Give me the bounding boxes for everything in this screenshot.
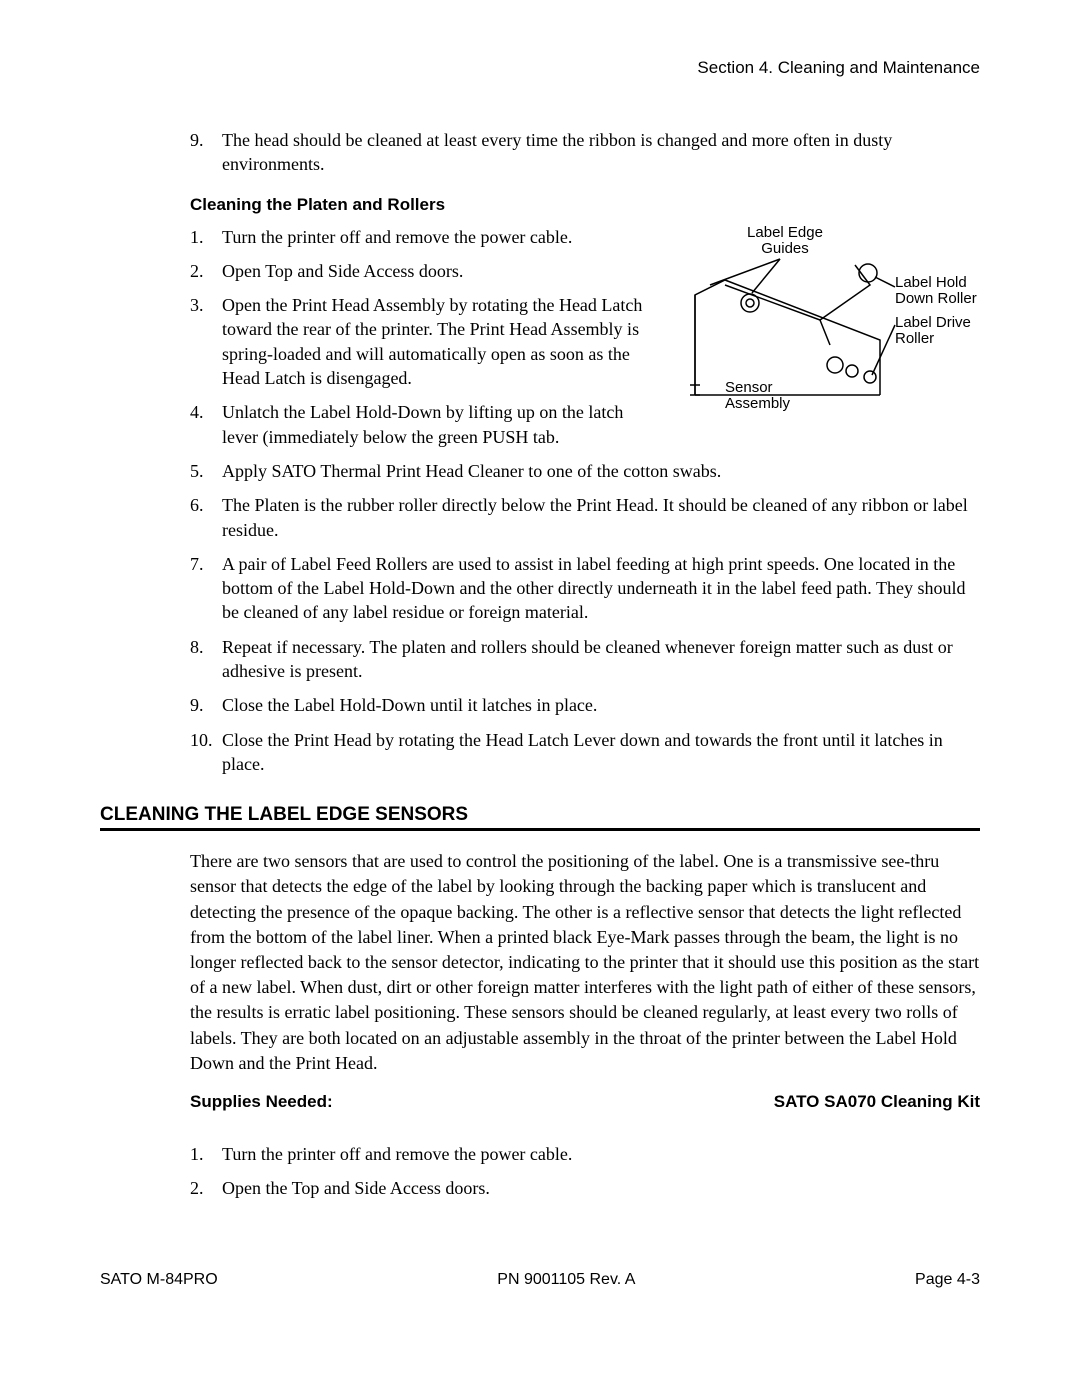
item-text: Turn the printer off and remove the powe… (222, 1142, 980, 1166)
item-number: 6. (190, 493, 222, 542)
sensors-body: There are two sensors that are used to c… (190, 849, 980, 1200)
left-column: 1. Turn the printer off and remove the p… (190, 225, 660, 459)
item-number: 7. (190, 552, 222, 625)
footer-right: Page 4-3 (915, 1271, 980, 1289)
top-numbered-list: 9. The head should be cleaned at least e… (190, 128, 980, 776)
page-footer: SATO M-84PRO PN 9001105 Rev. A Page 4-3 (100, 1271, 980, 1289)
item-text: Repeat if necessary. The platen and roll… (222, 635, 980, 684)
item-number: 9. (190, 128, 222, 177)
item-text: A pair of Label Feed Rollers are used to… (222, 552, 980, 625)
item-text: Open the Print Head Assembly by rotating… (222, 293, 660, 390)
item-number: 5. (190, 459, 222, 483)
list-item: 7. A pair of Label Feed Rollers are used… (190, 552, 980, 625)
item-text: Close the Label Hold-Down until it latch… (222, 693, 980, 717)
item-number: 2. (190, 1176, 222, 1200)
list-item: 2. Open Top and Side Access doors. (190, 259, 660, 283)
platen-list-continued: 5. Apply SATO Thermal Print Head Cleaner… (190, 459, 980, 776)
item-number: 9. (190, 693, 222, 717)
list-item: 1. Turn the printer off and remove the p… (190, 225, 660, 249)
item-number: 8. (190, 635, 222, 684)
supplies-label: Supplies Needed: (190, 1092, 333, 1112)
section-title-sensors: CLEANING THE LABEL EDGE SENSORS (100, 804, 980, 826)
list-item: 2. Open the Top and Side Access doors. (190, 1176, 980, 1200)
list-item: 9. The head should be cleaned at least e… (190, 128, 980, 177)
item-number: 2. (190, 259, 222, 283)
item-number: 1. (190, 225, 222, 249)
footer-left: SATO M-84PRO (100, 1271, 218, 1289)
item-number: 10. (190, 728, 222, 777)
item-text: Open the Top and Side Access doors. (222, 1176, 980, 1200)
diagram-label-hold-roller: Label HoldDown Roller (895, 275, 980, 308)
footer-center: PN 9001105 Rev. A (497, 1271, 635, 1289)
page-header: Section 4. Cleaning and Maintenance (100, 58, 980, 78)
sensor-steps-list: 1. Turn the printer off and remove the p… (190, 1142, 980, 1201)
list-item: 1. Turn the printer off and remove the p… (190, 1142, 980, 1166)
item-text: Turn the printer off and remove the powe… (222, 225, 660, 249)
item-text: Apply SATO Thermal Print Head Cleaner to… (222, 459, 980, 483)
item-text: Unlatch the Label Hold-Down by lifting u… (222, 400, 660, 449)
section-rule (100, 828, 980, 831)
diagram-label-guides: Label EdgeGuides (740, 225, 830, 258)
supplies-value: SATO SA070 Cleaning Kit (774, 1092, 980, 1112)
printer-diagram: Label EdgeGuides Label HoldDown Roller L… (680, 225, 980, 425)
diagram-label-sensor: SensorAssembly (725, 380, 805, 413)
list-item: 6. The Platen is the rubber roller direc… (190, 493, 980, 542)
list-item: 5. Apply SATO Thermal Print Head Cleaner… (190, 459, 980, 483)
list-item: 8. Repeat if necessary. The platen and r… (190, 635, 980, 684)
item-number: 4. (190, 400, 222, 449)
item-number: 1. (190, 1142, 222, 1166)
list-item: 9. Close the Label Hold-Down until it la… (190, 693, 980, 717)
list-item: 10. Close the Print Head by rotating the… (190, 728, 980, 777)
diagram-label-drive-roller: Label DriveRoller (895, 315, 980, 348)
two-column-region: 1. Turn the printer off and remove the p… (190, 225, 980, 459)
item-text: The Platen is the rubber roller directly… (222, 493, 980, 542)
list-item: 3. Open the Print Head Assembly by rotat… (190, 293, 660, 390)
supplies-row: Supplies Needed: SATO SA070 Cleaning Kit (190, 1092, 980, 1112)
item-text: The head should be cleaned at least ever… (222, 128, 980, 177)
subheading-platen: Cleaning the Platen and Rollers (190, 195, 980, 215)
diagram-column: Label EdgeGuides Label HoldDown Roller L… (680, 225, 980, 425)
item-number: 3. (190, 293, 222, 390)
section-label: Section 4. Cleaning and Maintenance (697, 58, 980, 77)
item-text: Open Top and Side Access doors. (222, 259, 660, 283)
item-text: Close the Print Head by rotating the Hea… (222, 728, 980, 777)
list-item: 4. Unlatch the Label Hold-Down by liftin… (190, 400, 660, 449)
sensors-paragraph: There are two sensors that are used to c… (190, 849, 980, 1076)
